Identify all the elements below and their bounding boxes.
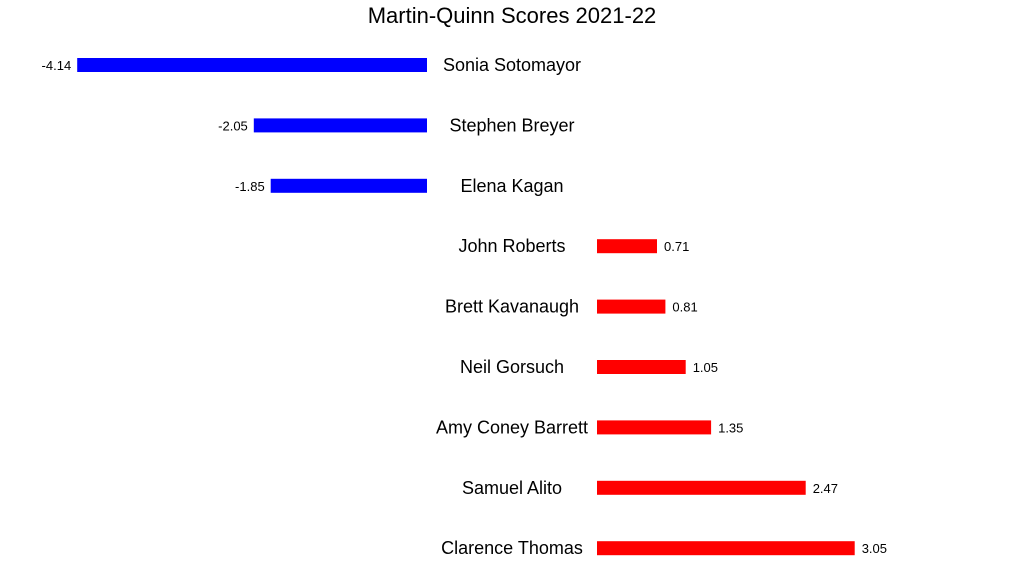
value-label: 3.05 (862, 541, 887, 556)
bar-elena-kagan (270, 178, 427, 193)
value-labels-group: -4.14 -2.05 -1.85 0.71 0.81 1.05 1.35 2.47 3.05 (42, 58, 887, 556)
name-label: Elena Kagan (460, 176, 563, 196)
value-label: -1.85 (235, 179, 265, 194)
bars-group (77, 58, 855, 556)
name-label: Clarence Thomas (441, 538, 583, 558)
bar-brett-kavanaugh (597, 299, 666, 314)
name-labels-group: Sonia Sotomayor Stephen Breyer Elena Kagan… (436, 55, 588, 558)
value-label: -2.05 (218, 118, 248, 133)
bar-sonia-sotomayor (77, 58, 427, 72)
name-label: Neil Gorsuch (460, 357, 564, 377)
bar-john-roberts (597, 239, 657, 254)
bar-clarence-thomas (597, 541, 855, 556)
value-label: 2.47 (813, 481, 838, 496)
chart-title: Martin-Quinn Scores 2021-22 (368, 3, 657, 28)
bar-samuel-alito (597, 480, 806, 495)
bar-stephen-breyer (253, 118, 427, 133)
name-label: Samuel Alito (462, 478, 562, 498)
value-label: 0.71 (664, 239, 689, 254)
name-label: Amy Coney Barrett (436, 417, 588, 437)
name-label: Stephen Breyer (449, 115, 574, 135)
name-label: Brett Kavanaugh (445, 297, 579, 317)
value-label: 1.05 (693, 360, 718, 375)
bar-amy-coney-barrett (597, 420, 712, 435)
name-label: Sonia Sotomayor (443, 55, 581, 75)
value-label: -4.14 (42, 58, 72, 73)
bar-neil-gorsuch (597, 360, 686, 374)
value-label: 1.35 (718, 420, 743, 435)
name-label: John Roberts (458, 236, 565, 256)
value-label: 0.81 (672, 300, 697, 315)
